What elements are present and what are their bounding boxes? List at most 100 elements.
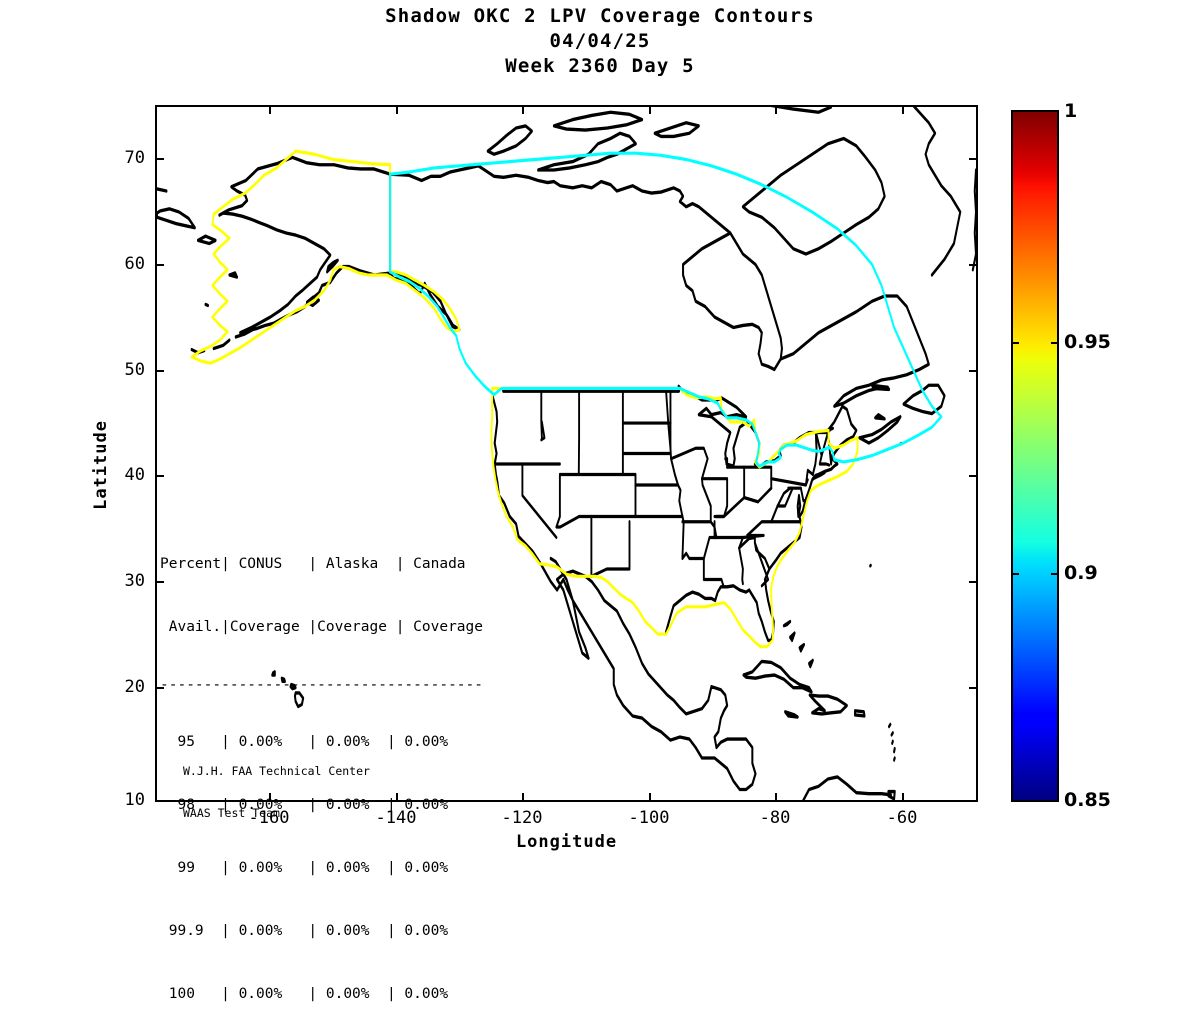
coastline-lesser-antilles-4 — [893, 746, 896, 754]
x-tick-80 — [775, 793, 777, 802]
coastline-bahamas-3 — [798, 642, 806, 653]
y-tick-label-60: 60 — [124, 254, 145, 274]
coastline-arctic-islands-2 — [653, 121, 700, 139]
colorbar-tick-left-095 — [1011, 342, 1019, 344]
colorbar-label-1: 1 — [1064, 100, 1078, 122]
colorbar — [1011, 110, 1059, 802]
coastline-hispaniola — [808, 693, 848, 716]
coastline-greenland-east — [971, 168, 976, 272]
y-tick-label-10: 10 — [124, 790, 145, 810]
x-tick-140 — [396, 793, 398, 802]
coastline-hawaii-maui — [289, 682, 297, 691]
x-tick-top-80 — [775, 105, 777, 114]
y-tick-60 — [155, 264, 164, 266]
stats-header-row-2: Avail.|Coverage |Coverage | Coverage — [160, 619, 484, 635]
colorbar-label-095: 0.95 — [1064, 331, 1111, 353]
x-tick-120 — [522, 793, 524, 802]
table-row: 99.9 | 0.00% | 0.00% | 0.00% — [160, 923, 449, 939]
coastline-arctic-islands-1 — [552, 110, 644, 132]
y-tick-label-30: 30 — [124, 571, 145, 591]
stats-header-row-1: Percent| CONUS | Alaska | Canada — [160, 556, 466, 572]
canada-region-outline — [389, 151, 943, 468]
x-tick-top-120 — [522, 105, 524, 114]
coastline-aleutians-2 — [212, 338, 231, 351]
coastline-quebec-labrador — [779, 294, 930, 408]
coastline-south-america — [802, 775, 892, 800]
coastline-newfoundland — [902, 383, 946, 416]
coastline-long-island — [811, 470, 826, 481]
x-tick-top-140 — [396, 105, 398, 114]
coastline-bermuda — [869, 563, 872, 568]
coastline-conus-west — [491, 395, 757, 792]
coastline-jamaica — [784, 710, 799, 719]
coastline-aleutians-3 — [234, 326, 256, 339]
y-tick-right-20 — [969, 687, 978, 689]
x-tick-top-60 — [902, 105, 904, 114]
x-tick-160 — [269, 793, 271, 802]
coastline-nova-scotia — [858, 415, 902, 445]
table-row: 99 | 0.00% | 0.00% | 0.00% — [160, 860, 449, 876]
colorbar-tick-right-095 — [1051, 342, 1059, 344]
y-axis-title: Latitude — [91, 420, 111, 510]
region-canada-boundary — [389, 151, 943, 468]
y-tick-20 — [155, 687, 164, 689]
coastline-pribilof — [204, 302, 210, 308]
coastline-alaska — [218, 155, 461, 335]
coastline-lesser-antilles-5 — [893, 756, 896, 762]
coastline-baffin-island — [741, 136, 886, 256]
map-svg — [157, 107, 976, 800]
y-tick-30 — [155, 581, 164, 583]
coastline-hawaii-oahu — [280, 676, 286, 684]
x-tick-label-140: -140 — [375, 808, 417, 828]
map-plot-area — [155, 105, 978, 802]
coastline-lesser-antilles-2 — [890, 731, 894, 737]
x-tick-label-60: -60 — [886, 808, 918, 828]
coastline-lesser-antilles-1 — [888, 722, 892, 729]
table-row: 95 | 0.00% | 0.00% | 0.00% — [160, 734, 449, 750]
chart-title-block: Shadow OKC 2 LPV Coverage Contours 04/04… — [0, 4, 1200, 79]
colorbar-tick-right-09 — [1051, 573, 1059, 575]
coastline-hawaii-bigisland — [293, 691, 305, 709]
colorbar-label-085: 0.85 — [1064, 789, 1111, 811]
coastline-bahamas-2 — [789, 631, 796, 643]
y-tick-40 — [155, 475, 164, 477]
title-date: 04/04/25 — [549, 30, 651, 52]
region-alaska-boundary — [190, 149, 461, 365]
x-tick-label-160: -160 — [248, 808, 290, 828]
x-tick-top-100 — [649, 105, 651, 114]
x-tick-label-120: -120 — [501, 808, 543, 828]
coastline-ellesmere — [770, 107, 833, 114]
y-tick-label-70: 70 — [124, 148, 145, 168]
credit-line-2: WAAS Test Team — [183, 806, 280, 820]
coastline-banks-island — [486, 124, 533, 156]
x-tick-top-160 — [269, 105, 271, 114]
title-week-day: Week 2360 Day 5 — [505, 55, 695, 77]
coastline-bahamas-4 — [808, 658, 814, 669]
coastline-greenland — [912, 107, 962, 277]
credit-line-1: W.J.H. FAA Technical Center — [183, 764, 370, 778]
x-tick-60 — [902, 793, 904, 802]
x-tick-label-80: -80 — [759, 808, 791, 828]
coastline-nunivak — [228, 271, 239, 279]
page-title: Shadow OKC 2 LPV Coverage Contours — [385, 5, 815, 27]
coastline-puerto-rico — [854, 709, 866, 718]
y-tick-right-30 — [969, 581, 978, 583]
table-row: 100 | 0.00% | 0.00% | 0.00% — [160, 986, 449, 1002]
coastline-hawaii-kauai — [271, 670, 276, 677]
coastline-lesser-antilles-3 — [891, 739, 894, 745]
y-tick-50 — [155, 370, 164, 372]
credit-block: W.J.H. FAA Technical Center WAAS Test Te… — [183, 736, 370, 834]
y-tick-70 — [155, 158, 164, 160]
colorbar-gradient — [1013, 112, 1057, 800]
coastline-chukotka — [157, 207, 196, 230]
coastline-anticosti — [871, 383, 891, 392]
coastline-chesapeake — [796, 493, 802, 519]
coastline-pei — [874, 412, 886, 421]
x-tick-label-100: -100 — [628, 808, 670, 828]
y-tick-label-40: 40 — [124, 465, 145, 485]
y-tick-right-50 — [969, 370, 978, 372]
coastline-canada-mainland — [389, 164, 783, 372]
colorbar-label-09: 0.9 — [1064, 562, 1098, 584]
x-tick-100 — [649, 793, 651, 802]
y-tick-label-20: 20 — [124, 677, 145, 697]
